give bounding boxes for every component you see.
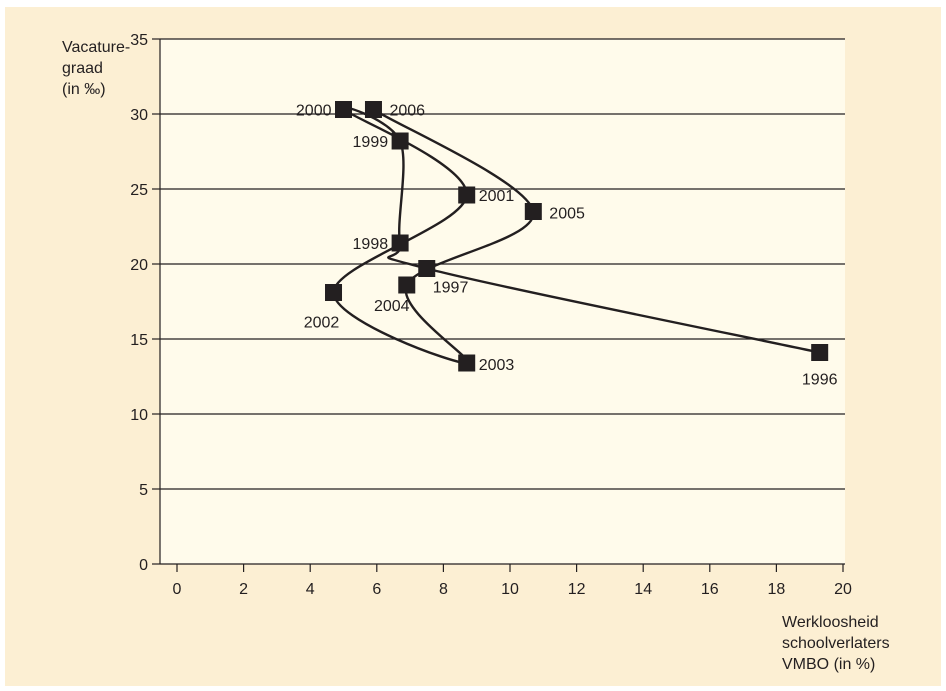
point-labels: 1996 1997 1998 1999 2000 2001 2002 2003 2004 2005… bbox=[296, 103, 838, 389]
y-tick-label: 30 bbox=[130, 107, 148, 124]
point-label-2002: 2002 bbox=[304, 315, 340, 332]
x-tick-label: 20 bbox=[834, 581, 852, 598]
point-label-1998: 1998 bbox=[353, 236, 389, 253]
x-tick-label: 16 bbox=[701, 581, 719, 598]
y-tick-label: 5 bbox=[139, 482, 148, 499]
point-2000 bbox=[335, 101, 352, 118]
point-label-2000: 2000 bbox=[296, 103, 332, 120]
point-1998 bbox=[391, 234, 409, 252]
point-2001 bbox=[458, 186, 476, 204]
point-label-1997: 1997 bbox=[433, 280, 469, 297]
point-2005 bbox=[524, 203, 542, 220]
x-tick-label: 6 bbox=[372, 581, 381, 598]
y-axis-title: Vacature-graad (in ‰) bbox=[62, 39, 130, 98]
data-points bbox=[325, 101, 829, 372]
point-1997 bbox=[418, 260, 436, 277]
y-tick-label: 35 bbox=[130, 32, 148, 49]
gridlines bbox=[160, 38, 845, 490]
axes: 0 5 10 15 20 25 30 35 0 2 4 6 8 10 12 14 16 18 20 bbox=[130, 32, 852, 598]
point-label-2006: 2006 bbox=[389, 103, 425, 120]
point-1996 bbox=[811, 344, 829, 361]
point-2002 bbox=[325, 284, 343, 301]
point-2006 bbox=[364, 101, 382, 118]
x-tick-label: 4 bbox=[306, 581, 315, 598]
point-label-1999: 1999 bbox=[353, 134, 389, 151]
y-tick-label: 15 bbox=[130, 332, 148, 349]
point-label-1996: 1996 bbox=[802, 372, 838, 389]
x-tick-label: 18 bbox=[768, 581, 786, 598]
point-2004 bbox=[398, 276, 416, 294]
x-tick-label: 12 bbox=[568, 581, 586, 598]
x-tick-label: 10 bbox=[501, 581, 519, 598]
y-tick-label: 0 bbox=[139, 557, 148, 574]
point-2003 bbox=[458, 354, 476, 372]
y-tick-label: 10 bbox=[130, 407, 148, 424]
x-tick-label: 0 bbox=[173, 581, 182, 598]
point-label-2003: 2003 bbox=[479, 357, 515, 374]
plot-area bbox=[160, 39, 845, 564]
x-axis-title: Werkloosheid schoolverlaters VMBO (in %) bbox=[782, 614, 890, 673]
y-tick-label: 25 bbox=[130, 182, 148, 199]
point-1999 bbox=[391, 132, 409, 150]
x-tick-label: 8 bbox=[439, 581, 448, 598]
point-label-2005: 2005 bbox=[549, 206, 585, 223]
x-tick-label: 2 bbox=[239, 581, 248, 598]
axis-titles: Vacature-graad (in ‰) Werkloosheid schoolve… bbox=[62, 39, 890, 673]
point-label-2001: 2001 bbox=[479, 188, 515, 205]
y-tick-label: 20 bbox=[130, 257, 148, 274]
point-label-2004: 2004 bbox=[374, 298, 410, 315]
x-tick-label: 14 bbox=[634, 581, 652, 598]
